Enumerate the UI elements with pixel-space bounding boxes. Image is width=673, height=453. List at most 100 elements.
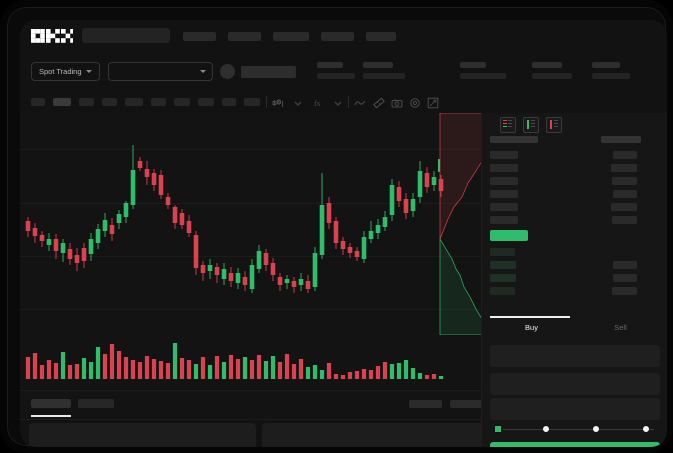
chart-tab-orderbook[interactable] bbox=[31, 399, 71, 408]
candlestick bbox=[46, 233, 52, 251]
candlestick bbox=[403, 193, 409, 219]
candlestick bbox=[67, 243, 73, 265]
orderbook-header-price bbox=[490, 136, 538, 143]
indicators-icon[interactable]: fx bbox=[312, 96, 324, 108]
slider-stop-dot[interactable] bbox=[643, 426, 649, 432]
volume-bar bbox=[249, 360, 255, 379]
candlestick bbox=[165, 193, 171, 209]
timeframe-more[interactable] bbox=[244, 98, 260, 106]
stat-24h-volume bbox=[532, 62, 572, 79]
orderbook-bid-row[interactable] bbox=[490, 248, 515, 256]
timeframe-1w[interactable] bbox=[198, 98, 214, 106]
amount-field[interactable] bbox=[490, 373, 660, 395]
volume-bar bbox=[368, 370, 374, 379]
orderbook-ask-amount bbox=[611, 164, 637, 172]
place-buy-order-button[interactable] bbox=[490, 442, 660, 447]
volume-bar bbox=[46, 360, 52, 379]
tab-sell[interactable]: Sell bbox=[614, 323, 627, 332]
orderbook-bid-amount bbox=[612, 287, 637, 295]
nav-item-2[interactable] bbox=[228, 32, 261, 41]
chevron-down-icon-2[interactable] bbox=[332, 96, 344, 108]
candlestick bbox=[305, 275, 311, 293]
slider-track bbox=[497, 428, 654, 430]
chart-gridline bbox=[20, 203, 481, 204]
candlestick bbox=[88, 233, 94, 261]
bottom-panel-assets[interactable] bbox=[262, 423, 501, 447]
top-navigation-bar bbox=[20, 20, 667, 52]
orderbook-layout-asks-icon[interactable] bbox=[546, 117, 562, 133]
bottom-panel-orders[interactable] bbox=[29, 423, 256, 447]
candlestick bbox=[102, 213, 108, 237]
orderbook-layout-bids-icon[interactable] bbox=[523, 117, 539, 133]
tab-buy[interactable]: Buy bbox=[525, 323, 538, 332]
timeframe-1h[interactable] bbox=[125, 98, 143, 106]
settings-gear-icon[interactable] bbox=[409, 96, 421, 108]
orderbook-ask-row[interactable] bbox=[490, 164, 518, 172]
timeframe-1m[interactable] bbox=[53, 98, 71, 106]
timeframe-5m[interactable] bbox=[79, 98, 94, 106]
orderbook-ask-amount bbox=[613, 151, 637, 159]
price-chart[interactable] bbox=[20, 113, 481, 335]
timeframe-15m[interactable] bbox=[102, 98, 117, 106]
depth-marker-icon bbox=[438, 159, 440, 172]
volume-bar bbox=[242, 357, 248, 379]
chevron-down-icon[interactable] bbox=[292, 96, 304, 108]
fullscreen-icon[interactable] bbox=[427, 96, 439, 109]
chart-tab-more[interactable] bbox=[450, 400, 486, 408]
nav-item-1[interactable] bbox=[183, 32, 216, 41]
volume-bar bbox=[298, 359, 304, 379]
ruler-icon[interactable] bbox=[373, 96, 385, 109]
volume-bar bbox=[25, 357, 31, 379]
line-chart-icon[interactable] bbox=[354, 96, 366, 108]
chart-gridline bbox=[20, 309, 481, 310]
slider-stop-dot[interactable] bbox=[543, 426, 549, 432]
slider-stop-dot[interactable] bbox=[593, 426, 599, 432]
trading-pair-selector[interactable] bbox=[108, 62, 213, 81]
buy-sell-tabs: Buy Sell bbox=[482, 316, 667, 340]
orderbook-bid-row[interactable] bbox=[490, 274, 516, 282]
nav-item-3[interactable] bbox=[273, 32, 309, 41]
trading-mode-selector[interactable]: Spot Trading bbox=[31, 62, 100, 81]
okx-logo-icon[interactable] bbox=[31, 29, 73, 43]
orderbook-bid-row[interactable] bbox=[490, 261, 516, 269]
timeframe-time[interactable] bbox=[31, 98, 45, 106]
orderbook-ask-row[interactable] bbox=[490, 203, 518, 211]
volume-bar bbox=[102, 354, 108, 379]
chart-tab-trades[interactable] bbox=[78, 399, 114, 408]
volume-bar bbox=[214, 356, 220, 379]
candlestick bbox=[256, 245, 262, 273]
nav-item-5[interactable] bbox=[366, 32, 396, 41]
trading-mode-label: Spot Trading bbox=[39, 67, 82, 76]
candle-type-icon[interactable] bbox=[272, 96, 284, 108]
volume-bar bbox=[333, 374, 339, 379]
slider-handle-icon[interactable] bbox=[493, 424, 503, 434]
orderbook-layout-both-icon[interactable] bbox=[500, 117, 516, 133]
stat-24h-change bbox=[317, 62, 355, 79]
candlestick bbox=[326, 197, 332, 229]
total-field[interactable] bbox=[490, 398, 660, 420]
orderbook-ask-row[interactable] bbox=[490, 190, 518, 198]
volume-bar bbox=[109, 344, 115, 379]
timeframe-1mo[interactable] bbox=[222, 98, 236, 106]
active-tab-indicator bbox=[490, 316, 570, 318]
orderbook-ask-row[interactable] bbox=[490, 177, 518, 185]
orderbook-ask-row[interactable] bbox=[490, 151, 518, 159]
search-input[interactable] bbox=[82, 28, 170, 43]
timeframe-1d[interactable] bbox=[174, 98, 190, 106]
nav-item-4[interactable] bbox=[321, 32, 354, 41]
chart-tab-depth[interactable] bbox=[409, 400, 442, 408]
orderbook-ask-row[interactable] bbox=[490, 216, 518, 224]
orderbook-bid-row[interactable] bbox=[490, 287, 515, 295]
timeframe-4h[interactable] bbox=[151, 98, 166, 106]
orderbook-ask-amount bbox=[612, 177, 637, 185]
volume-bar bbox=[312, 365, 318, 379]
camera-icon[interactable] bbox=[391, 96, 403, 108]
price-field[interactable] bbox=[490, 345, 660, 367]
candlestick bbox=[375, 219, 381, 239]
stat-24h-turnover bbox=[592, 62, 630, 79]
volume-bar bbox=[256, 355, 262, 379]
candlestick bbox=[284, 275, 290, 289]
candlestick bbox=[410, 193, 416, 217]
amount-slider[interactable] bbox=[493, 424, 657, 434]
volume-bar bbox=[340, 375, 346, 379]
